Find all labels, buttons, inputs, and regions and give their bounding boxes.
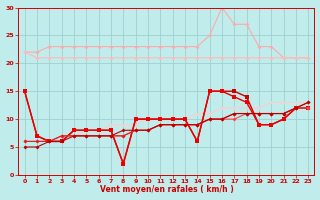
X-axis label: Vent moyen/en rafales ( km/h ): Vent moyen/en rafales ( km/h )	[100, 185, 233, 194]
